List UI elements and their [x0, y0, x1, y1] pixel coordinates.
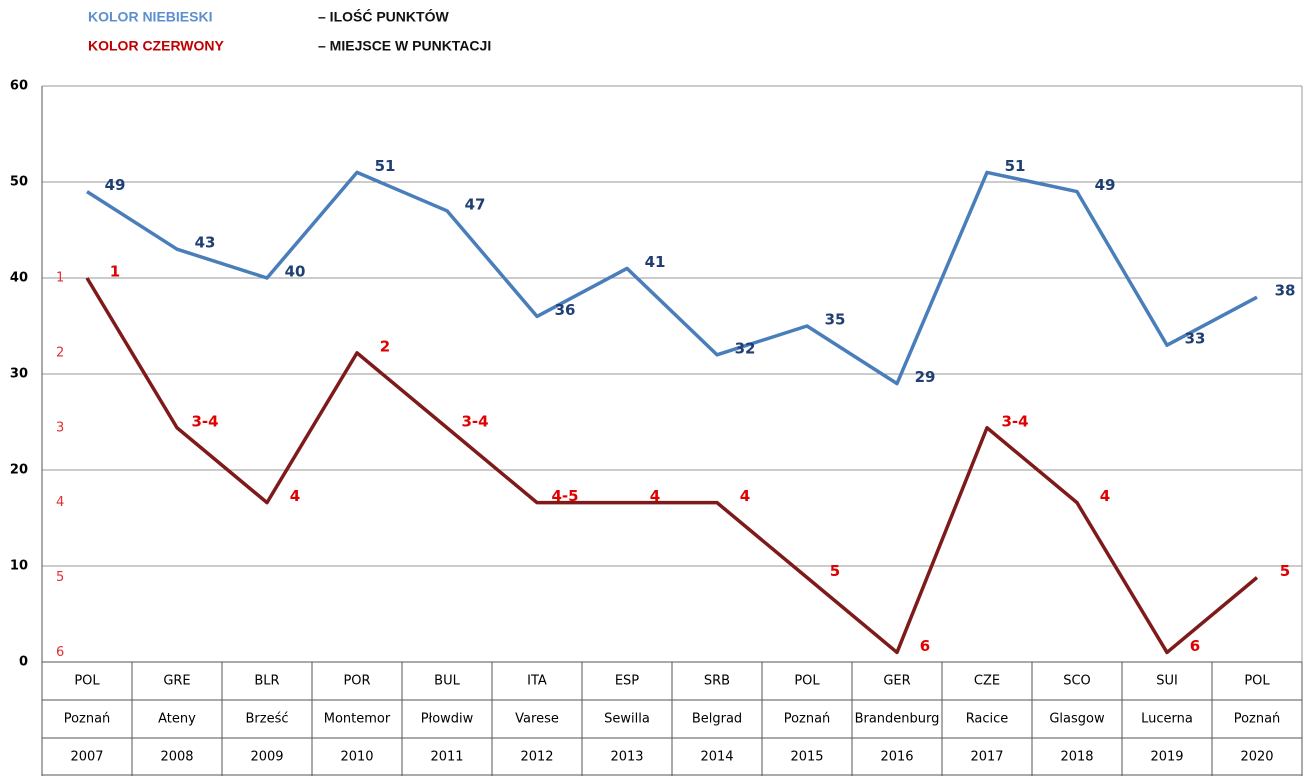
- series-line: [86, 170, 1258, 386]
- x-tick-label: POL: [74, 674, 100, 689]
- x-tick-label: 2016: [880, 750, 913, 765]
- data-label: 4: [290, 487, 300, 505]
- x-tick-label: 2009: [250, 750, 283, 765]
- data-label: 35: [825, 311, 846, 329]
- x-tick-label: Poznań: [64, 712, 111, 727]
- x-tick-label: POR: [343, 674, 370, 689]
- x-tick-label: SUI: [1156, 674, 1178, 689]
- y2-tick-label: 4: [56, 495, 64, 510]
- data-label: 29: [915, 368, 936, 386]
- x-tick-label: Brandenburg: [855, 712, 940, 727]
- data-label: 4: [650, 487, 660, 505]
- data-label: 4-5: [551, 487, 578, 505]
- x-tick-label: CZE: [974, 674, 1000, 689]
- x-tick-label: 2017: [970, 750, 1003, 765]
- x-tick-label: 2007: [70, 750, 103, 765]
- x-tick-label: Varese: [515, 712, 559, 727]
- x-tick-label: 2012: [520, 750, 553, 765]
- x-tick-label: ITA: [527, 674, 547, 689]
- x-tick-label: Poznań: [784, 712, 831, 727]
- x-tick-label: 2020: [1240, 750, 1273, 765]
- data-label: 51: [375, 157, 396, 175]
- data-label: 3-4: [1001, 412, 1028, 430]
- y-tick-label: 30: [10, 367, 28, 382]
- data-label: 51: [1005, 157, 1026, 175]
- data-label: 5: [830, 562, 840, 580]
- x-tick-label: POL: [794, 674, 820, 689]
- y-tick-label: 50: [10, 175, 28, 190]
- x-tick-label: 2019: [1150, 750, 1183, 765]
- data-label: 49: [105, 176, 126, 194]
- data-label: 33: [1185, 330, 1206, 348]
- data-label: 40: [285, 263, 306, 281]
- x-tick-label: 2013: [610, 750, 643, 765]
- x-tick-label: 2015: [790, 750, 823, 765]
- data-label: 3-4: [461, 412, 488, 430]
- x-tick-label: Brześć: [245, 712, 288, 727]
- data-label: 5: [1280, 562, 1290, 580]
- series-line: [85, 277, 1259, 655]
- data-label: 4: [1100, 487, 1110, 505]
- data-label: 1: [110, 263, 120, 281]
- x-tick-label: 2008: [160, 750, 193, 765]
- y2-tick-label: 3: [56, 420, 64, 435]
- x-tick-label: Lucerna: [1141, 712, 1193, 727]
- data-label: 47: [465, 195, 486, 213]
- x-tick-label: 2010: [340, 750, 373, 765]
- x-tick-label: Poznań: [1234, 712, 1281, 727]
- data-label: 4: [740, 487, 750, 505]
- y-tick-label: 60: [10, 79, 28, 94]
- y-tick-label: 20: [10, 463, 28, 478]
- x-tick-label: SCO: [1063, 674, 1091, 689]
- legend-entry: KOLOR NIEBIESKI: [88, 9, 212, 25]
- y2-tick-label: 5: [56, 570, 64, 585]
- legend-note: – ILOŚĆ PUNKTÓW: [318, 8, 449, 25]
- data-label: 41: [645, 253, 666, 271]
- data-label: 38: [1275, 282, 1296, 300]
- x-tick-label: 2018: [1060, 750, 1093, 765]
- y-tick-label: 0: [19, 655, 28, 670]
- x-tick-label: GRE: [163, 674, 190, 689]
- x-tick-label: Belgrad: [692, 712, 742, 727]
- data-label: 32: [735, 339, 756, 357]
- x-tick-label: GER: [883, 674, 910, 689]
- y-tick-label: 40: [10, 271, 28, 286]
- data-label: 6: [920, 637, 930, 655]
- x-tick-label: BLR: [254, 674, 279, 689]
- y2-tick-label: 6: [56, 645, 64, 660]
- x-tick-label: ESP: [615, 674, 639, 689]
- x-tick-label: BUL: [434, 674, 460, 689]
- x-tick-label: Racice: [966, 712, 1009, 727]
- y2-tick-label: 1: [56, 271, 64, 286]
- x-tick-label: SRB: [704, 674, 730, 689]
- y2-tick-label: 2: [56, 345, 64, 360]
- data-label: 49: [1095, 176, 1116, 194]
- legend-entry: KOLOR CZERWONY: [88, 38, 225, 54]
- legend-note: – MIEJSCE W PUNKTACJI: [318, 38, 491, 54]
- data-label: 6: [1190, 637, 1200, 655]
- x-tick-label: 2011: [430, 750, 463, 765]
- data-label: 36: [555, 301, 576, 319]
- x-tick-label: Ateny: [158, 712, 196, 727]
- x-tick-label: POL: [1244, 674, 1270, 689]
- y-tick-label: 10: [10, 559, 28, 574]
- x-tick-label: Glasgow: [1049, 712, 1105, 727]
- x-tick-label: 2014: [700, 750, 733, 765]
- data-label: 2: [380, 337, 390, 355]
- x-tick-label: Płowdiw: [421, 712, 474, 727]
- x-tick-label: Montemor: [324, 712, 391, 727]
- data-label: 43: [195, 234, 216, 252]
- x-tick-label: Sewilla: [604, 712, 650, 727]
- data-label: 3-4: [191, 412, 218, 430]
